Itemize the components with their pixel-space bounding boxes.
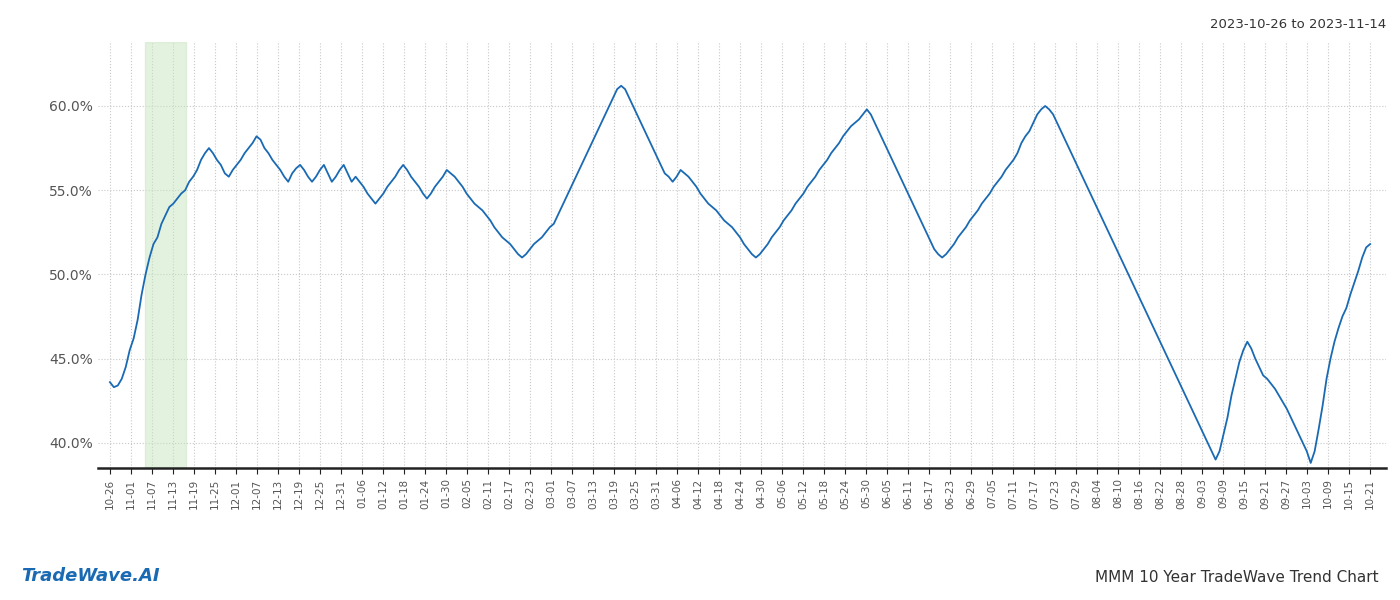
Text: TradeWave.AI: TradeWave.AI [21,567,160,585]
Text: MMM 10 Year TradeWave Trend Chart: MMM 10 Year TradeWave Trend Chart [1095,570,1379,585]
Text: 2023-10-26 to 2023-11-14: 2023-10-26 to 2023-11-14 [1210,18,1386,31]
Bar [146,42,186,468]
